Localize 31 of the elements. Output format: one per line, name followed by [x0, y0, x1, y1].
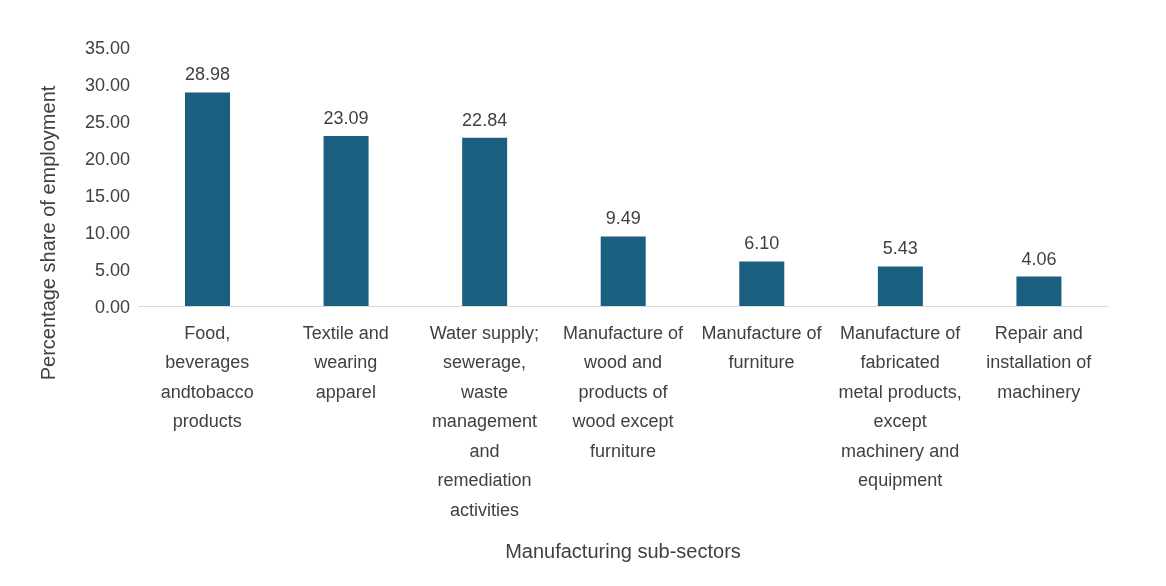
- x-tick-label: Manufacture of wood and products of wood except furniture: [562, 322, 685, 461]
- x-tick-label: Manufacture of fabricated metal products, except machinery and equipment: [838, 322, 962, 491]
- data-label: 5.43: [882, 238, 918, 259]
- bar: [877, 266, 923, 307]
- bar: [323, 135, 369, 307]
- x-tick-label: Repair and installation of machinery: [986, 322, 1093, 402]
- data-label: 6.10: [744, 233, 780, 254]
- y-axis-title: Percentage share of employment: [37, 85, 59, 381]
- y-tick-label: 30.00: [84, 75, 130, 96]
- data-label: 28.98: [184, 64, 231, 85]
- bar: [185, 92, 230, 307]
- x-tick-label: Food, beverages andtobacco products: [160, 322, 254, 432]
- bar: [462, 137, 508, 307]
- data-label: 4.06: [1021, 248, 1057, 269]
- data-label: 22.84: [462, 109, 508, 130]
- y-tick-label: 10.00: [84, 223, 130, 244]
- x-tick-label: Water supply; sewerage, waste management and remediation activities: [429, 322, 540, 520]
- x-tick-label: Textile and wearing apparel: [302, 322, 389, 402]
- data-label: 23.09: [323, 107, 369, 128]
- y-tick-label: 20.00: [84, 149, 130, 170]
- x-axis-title: Manufacturing sub-sectors: [505, 540, 741, 562]
- bar: [600, 236, 646, 307]
- y-tick-label: 0.00: [94, 296, 130, 317]
- y-tick-label: 35.00: [84, 38, 130, 59]
- y-tick-label: 15.00: [84, 186, 130, 207]
- data-label: 9.49: [605, 208, 641, 229]
- y-tick-label: 5.00: [94, 259, 130, 280]
- bar: [1016, 276, 1062, 307]
- bar: [739, 261, 785, 307]
- y-tick-label: 25.00: [84, 112, 130, 133]
- x-tick-label: Manufacture of furniture: [701, 322, 823, 373]
